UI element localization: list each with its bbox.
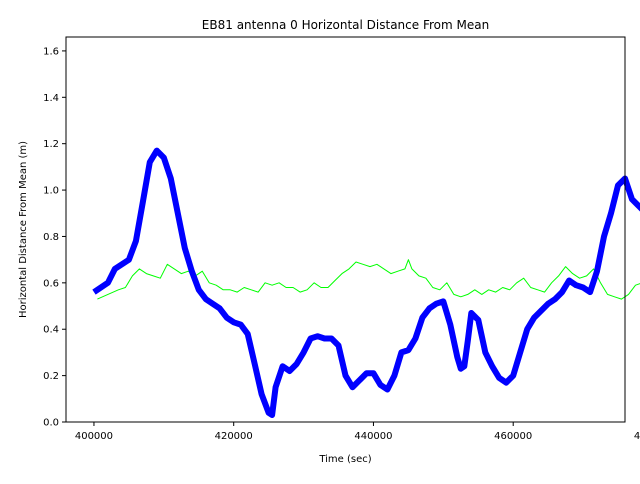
y-tick-label: 0.2	[43, 371, 59, 382]
axes-frame	[65, 36, 626, 423]
x-ticks: 400000 420000 440000 460000 480000	[75, 422, 640, 442]
series-line-reference	[97, 259, 640, 300]
y-ticks: 0.0 0.2 0.4 0.6 0.8 1.0 1.2 1.4 1.6	[43, 46, 66, 429]
x-tick-label: 440000	[354, 431, 392, 442]
y-tick-label: 1.2	[43, 139, 59, 150]
y-tick-label: 1.4	[43, 93, 59, 104]
y-tick-label: 0.6	[43, 278, 59, 289]
y-tick-label: 0.8	[43, 232, 59, 243]
series-layer	[92, 147, 640, 418]
x-tick-label: 480000	[634, 431, 640, 442]
y-tick-label: 0.0	[43, 418, 59, 429]
series-line-distance	[92, 147, 640, 418]
x-tick-label: 400000	[75, 431, 113, 442]
x-tick-label: 460000	[494, 431, 532, 442]
x-axis-label: Time (sec)	[318, 454, 371, 465]
y-tick-label: 1.6	[43, 46, 59, 57]
y-tick-label: 1.0	[43, 186, 59, 197]
x-tick-label: 420000	[215, 431, 253, 442]
chart-title: EB81 antenna 0 Horizontal Distance From …	[202, 18, 489, 32]
y-axis-label: Horizontal Distance From Mean (m)	[18, 141, 29, 318]
y-tick-label: 0.4	[43, 325, 59, 336]
